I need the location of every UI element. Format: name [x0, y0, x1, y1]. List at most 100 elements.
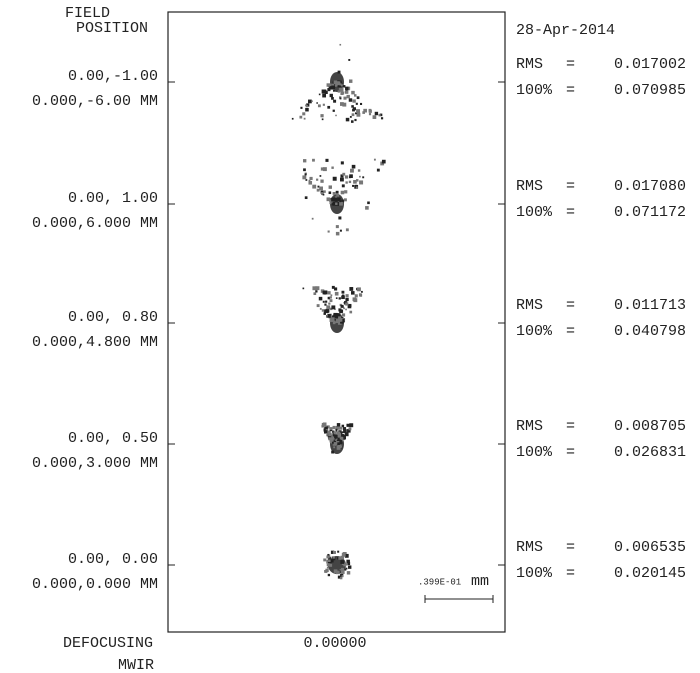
- spot-dot: [316, 188, 320, 192]
- spot-dot: [316, 178, 319, 181]
- spot-dot: [337, 550, 340, 553]
- spot-dot: [325, 158, 329, 162]
- spot-dot: [330, 201, 333, 204]
- spot-dot: [335, 83, 338, 87]
- spot-dot: [324, 569, 327, 573]
- spot-dot: [291, 117, 294, 120]
- spot-dot: [341, 91, 345, 95]
- date: 28-Apr-2014: [516, 22, 615, 39]
- full-eq: =: [566, 565, 575, 582]
- spot-dot: [359, 180, 364, 185]
- spot-dot: [313, 292, 317, 296]
- spot-dot: [326, 310, 329, 314]
- rms-value: 0.017080: [614, 178, 686, 195]
- spot-dot: [331, 166, 334, 169]
- fields: 0.00,-1.00 0.000,-6.00 MM RMS = 0.017002 100%…: [32, 43, 686, 593]
- rms-eq: =: [566, 297, 575, 314]
- spot-dot: [338, 216, 342, 220]
- spot-dot: [380, 117, 384, 120]
- rms-eq: =: [566, 178, 575, 195]
- full-eq: =: [566, 444, 575, 461]
- spot-dot: [335, 439, 337, 442]
- spot-dot: [322, 300, 325, 303]
- spot-dot: [309, 176, 313, 181]
- spot-dot: [335, 297, 338, 299]
- spot-dot: [330, 294, 333, 297]
- spot-dot: [352, 184, 355, 187]
- spot-dot: [327, 296, 331, 300]
- full-label: 100%: [516, 444, 553, 461]
- spot-dot: [346, 561, 351, 566]
- spot-dot: [305, 179, 308, 181]
- spot-dot: [334, 434, 338, 439]
- spot-dot: [349, 423, 354, 428]
- spot-dot: [315, 290, 318, 293]
- spot-dot: [325, 568, 329, 573]
- rms-eq: =: [566, 418, 575, 435]
- full-value: 0.020145: [614, 565, 686, 582]
- spot-dot: [303, 168, 306, 172]
- spot-dot: [331, 197, 336, 202]
- spot-dot: [349, 115, 352, 118]
- spot-dot: [339, 43, 342, 46]
- spot-dot: [379, 113, 383, 117]
- spot-dot: [329, 299, 333, 303]
- spot-dot: [344, 190, 348, 194]
- spot-dot: [320, 114, 324, 118]
- spot-dot: [338, 316, 342, 320]
- spot-dot: [318, 93, 321, 96]
- spot-dot: [356, 112, 361, 117]
- spot-dot: [341, 424, 345, 428]
- spot-dot: [328, 433, 332, 437]
- spot-dot: [348, 303, 352, 308]
- spot-dot: [343, 435, 346, 438]
- field-height: 0.000,0.000 MM: [32, 576, 158, 593]
- spot-dot: [326, 434, 329, 437]
- spot-dot: [357, 169, 361, 172]
- spot-dot: [335, 225, 339, 229]
- spot-dot: [351, 90, 355, 95]
- spot-dot: [308, 181, 313, 185]
- spot-dot: [327, 230, 330, 233]
- spot-dot: [328, 437, 332, 441]
- full-value: 0.070985: [614, 82, 686, 99]
- spot-dot: [337, 442, 340, 445]
- spot-dot: [327, 430, 331, 435]
- spot-dot: [331, 305, 336, 310]
- spot-dot: [333, 89, 335, 92]
- full-eq: =: [566, 323, 575, 340]
- spot-dot: [322, 193, 325, 196]
- spot-dot: [311, 100, 313, 102]
- spot-dot: [319, 175, 322, 177]
- spot-dot: [339, 83, 342, 86]
- field-height: 0.000,6.000 MM: [32, 215, 158, 232]
- spot-dot: [326, 566, 329, 569]
- rms-label: RMS: [516, 56, 543, 73]
- spot-dot: [327, 88, 331, 92]
- spot-dot: [329, 296, 332, 299]
- field-angle: 0.00, 0.50: [68, 430, 158, 447]
- spot-dot: [302, 175, 307, 180]
- spot-dot: [343, 427, 347, 431]
- spot-dot: [333, 446, 336, 449]
- spot-dot: [374, 111, 379, 116]
- rms-value: 0.011713: [614, 297, 686, 314]
- spot-dot: [356, 179, 359, 182]
- spot-dot: [343, 563, 347, 567]
- spot-dot: [316, 102, 318, 104]
- spot-dot: [340, 560, 345, 564]
- spot-dot: [332, 430, 335, 433]
- spot-dot: [345, 294, 349, 298]
- spot-dot: [333, 438, 336, 441]
- spot-dot: [321, 118, 324, 121]
- spot-dot: [300, 106, 303, 109]
- spot-dot: [337, 83, 341, 88]
- spot-dot: [345, 181, 348, 184]
- spot-dot: [341, 305, 344, 308]
- spot-dot: [362, 111, 366, 114]
- spot-dot: [342, 102, 347, 107]
- spot-dot: [329, 307, 333, 311]
- field-height: 0.000,-6.00 MM: [32, 93, 158, 110]
- spot-dot: [306, 103, 310, 107]
